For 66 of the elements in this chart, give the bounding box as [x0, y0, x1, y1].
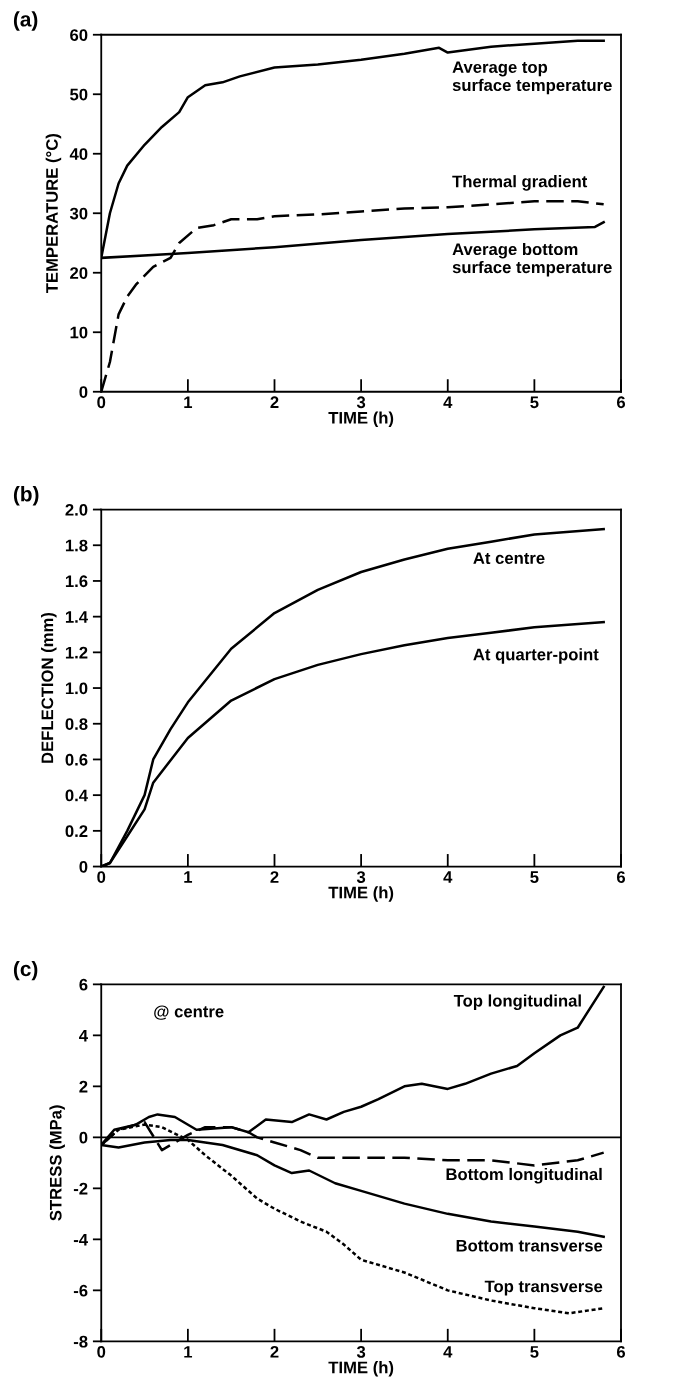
x-tick-label: 1 [184, 1346, 193, 1358]
y-tick-label: 0 [79, 386, 88, 398]
y-tick-label: 1.0 [65, 682, 88, 695]
series-label: Thermal gradient [452, 175, 588, 191]
y-tick-label: -8 [73, 1335, 88, 1348]
x-tick-label: 2 [270, 1345, 279, 1358]
series-label: At quarter-point [473, 648, 599, 664]
y-tick-label: 0.4 [65, 789, 88, 802]
y-tick-label: 30 [69, 207, 88, 220]
x-tick-label: 1 [184, 396, 193, 408]
y-axis-title: DEFLECTION (mm) [41, 612, 57, 763]
y-tick-label: 2 [79, 1080, 88, 1093]
y-tick-label: 4 [79, 1029, 88, 1042]
x-tick-label: 3 [356, 871, 366, 883]
x-tick-label: 2 [270, 396, 279, 408]
x-tick-label: 5 [530, 871, 539, 883]
y-tick-label: 20 [70, 267, 88, 279]
annotation: @ centre [154, 1005, 224, 1020]
y-tick-label: 40 [69, 148, 88, 160]
y-tick-label: 1.6 [65, 575, 88, 588]
x-tick-label: 2 [270, 871, 279, 883]
series-label: Average top surface temperature [452, 61, 612, 95]
series-label: Bottom longitudinal [446, 1167, 602, 1184]
series-label: Bottom transverse [456, 1239, 603, 1252]
series-label: Average bottom surface temperature [452, 242, 612, 277]
y-tick-label: -2 [73, 1182, 88, 1195]
y-tick-label: 1.2 [65, 646, 88, 659]
x-tick-label: 1 [184, 871, 193, 883]
y-tick-label: 6 [79, 978, 88, 991]
x-axis-title: TIME (h) [328, 411, 394, 427]
y-tick-label: 1.8 [65, 539, 88, 552]
y-tick-label: 0 [79, 1131, 88, 1144]
y-tick-label: 1.4 [65, 611, 88, 623]
x-tick-label: 0 [97, 396, 106, 409]
y-axis-title: STRESS (MPa) [49, 1105, 65, 1221]
x-tick-label: 3 [356, 396, 366, 409]
x-tick-label: 6 [616, 1345, 626, 1358]
x-tick-label: 5 [530, 1346, 539, 1358]
series-label: Top longitudinal [453, 994, 581, 1011]
series-label: At centre [473, 552, 545, 565]
x-tick-label: 4 [443, 871, 453, 883]
y-axis-title: TEMPERATURE (°C) [45, 134, 62, 294]
y-tick-label: 10 [70, 326, 88, 339]
series-label: Top transverse [484, 1280, 603, 1296]
y-tick-label: 0 [79, 860, 88, 873]
y-tick-label: 0.2 [65, 825, 88, 838]
x-tick-label: 5 [530, 396, 539, 409]
x-tick-label: 4 [443, 396, 453, 408]
y-tick-label: 60 [70, 29, 88, 41]
y-tick-label: -4 [73, 1233, 88, 1246]
y-tick-label: 50 [70, 88, 88, 101]
chart-title: (a) [13, 11, 38, 31]
y-tick-label: 0.6 [65, 753, 88, 766]
x-axis-title: TIME (h) [328, 1361, 394, 1377]
x-tick-label: 0 [97, 871, 106, 883]
x-tick-label: 6 [616, 396, 626, 409]
chart-title: (c) [13, 960, 38, 981]
x-axis-title: TIME (h) [328, 886, 394, 902]
y-tick-label: 0.8 [65, 718, 88, 730]
x-tick-label: 4 [443, 1346, 453, 1358]
x-tick-label: 0 [97, 1345, 106, 1358]
y-tick-label: -6 [73, 1284, 88, 1297]
x-tick-label: 3 [356, 1345, 366, 1358]
x-tick-label: 6 [616, 871, 626, 883]
y-tick-label: 2.0 [65, 503, 88, 516]
chart-title: (b) [13, 486, 39, 506]
